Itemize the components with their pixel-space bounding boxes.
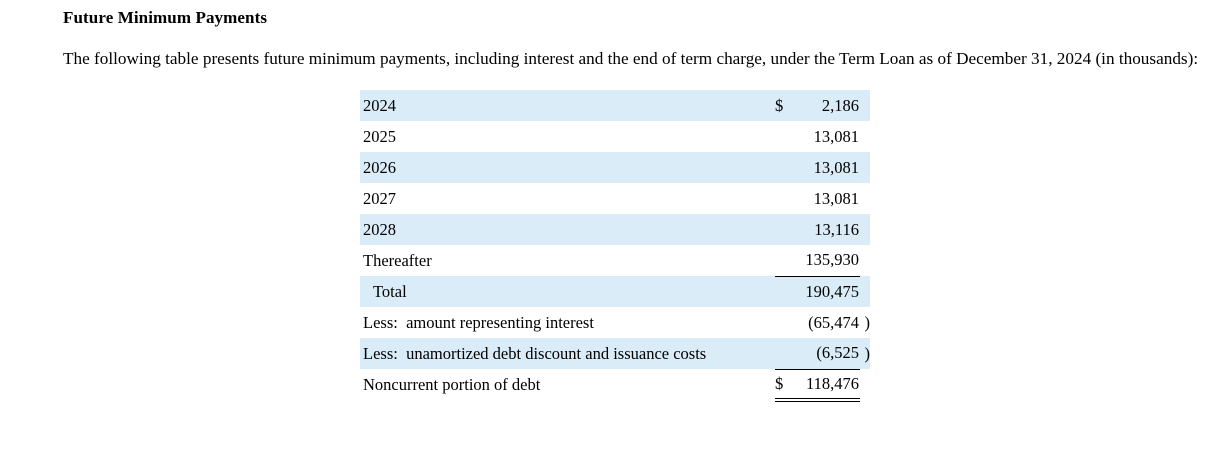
currency-symbol-cell: $	[775, 90, 793, 121]
table-row: Thereafter 135,930	[360, 245, 870, 277]
table-row: Less: amount representing interest (65,4…	[360, 307, 870, 338]
document-page: Future Minimum Payments The following ta…	[63, 8, 1199, 402]
amount-cell: 2,186	[793, 90, 860, 121]
paren-cell: )	[860, 338, 870, 369]
currency-symbol-cell: $	[775, 369, 793, 402]
paren-cell	[860, 369, 870, 400]
paren-cell	[860, 276, 870, 307]
row-label-cell: Total	[360, 276, 775, 307]
currency-symbol-cell	[775, 152, 793, 183]
table-row: 2025 13,081	[360, 121, 870, 152]
paren-cell	[860, 245, 870, 276]
table-row: 2024 $ 2,186	[360, 90, 870, 121]
table-row: Noncurrent portion of debt $ 118,476	[360, 369, 870, 402]
payments-table-body: 2024 $ 2,186 2025 13,081 2026 13,081 202…	[360, 90, 870, 402]
table-row: Total 190,475	[360, 276, 870, 307]
row-label-cell: 2028	[360, 214, 775, 245]
currency-symbol-cell	[775, 183, 793, 214]
future-minimum-payments-table: 2024 $ 2,186 2025 13,081 2026 13,081 202…	[360, 90, 870, 402]
currency-symbol-cell	[775, 307, 793, 338]
currency-symbol-cell	[775, 245, 793, 277]
row-label-cell: Less: amount representing interest	[363, 312, 594, 332]
table-row: Less: unamortized debt discount and issu…	[360, 338, 870, 370]
amount-cell: (65,474	[808, 312, 859, 332]
currency-symbol-cell	[775, 214, 793, 245]
amount-cell: 190,475	[793, 276, 860, 307]
amount-cell: 135,930	[793, 245, 860, 277]
row-label-cell: 2027	[363, 188, 396, 208]
section-heading: Future Minimum Payments	[63, 8, 268, 27]
paren-cell	[860, 90, 870, 121]
paren-cell	[860, 183, 870, 214]
amount-cell: 118,476	[793, 369, 860, 402]
row-label-cell: 2026	[360, 152, 775, 183]
currency-symbol-cell	[775, 338, 793, 370]
paren-cell	[860, 121, 870, 152]
row-label-cell: Noncurrent portion of debt	[363, 374, 541, 394]
table-row: 2027 13,081	[360, 183, 870, 214]
amount-cell: 13,081	[813, 188, 859, 208]
row-label-cell: Less: unamortized debt discount and issu…	[360, 338, 775, 369]
currency-symbol-cell	[775, 276, 793, 307]
paren-cell: )	[864, 312, 871, 332]
table-row: 2028 13,116	[360, 214, 870, 245]
row-label-cell: 2025	[363, 126, 396, 146]
row-label-cell: 2024	[360, 90, 775, 121]
intro-paragraph: The following table presents future mini…	[63, 49, 1199, 68]
amount-cell: 13,081	[813, 126, 859, 146]
amount-cell: (6,525	[793, 338, 860, 370]
row-label-cell: Thereafter	[363, 250, 432, 270]
table-row: 2026 13,081	[360, 152, 870, 183]
amount-cell: 13,081	[793, 152, 860, 183]
paren-cell	[860, 214, 870, 245]
currency-symbol-cell	[775, 121, 793, 152]
amount-cell: 13,116	[793, 214, 860, 245]
paren-cell	[860, 152, 870, 183]
